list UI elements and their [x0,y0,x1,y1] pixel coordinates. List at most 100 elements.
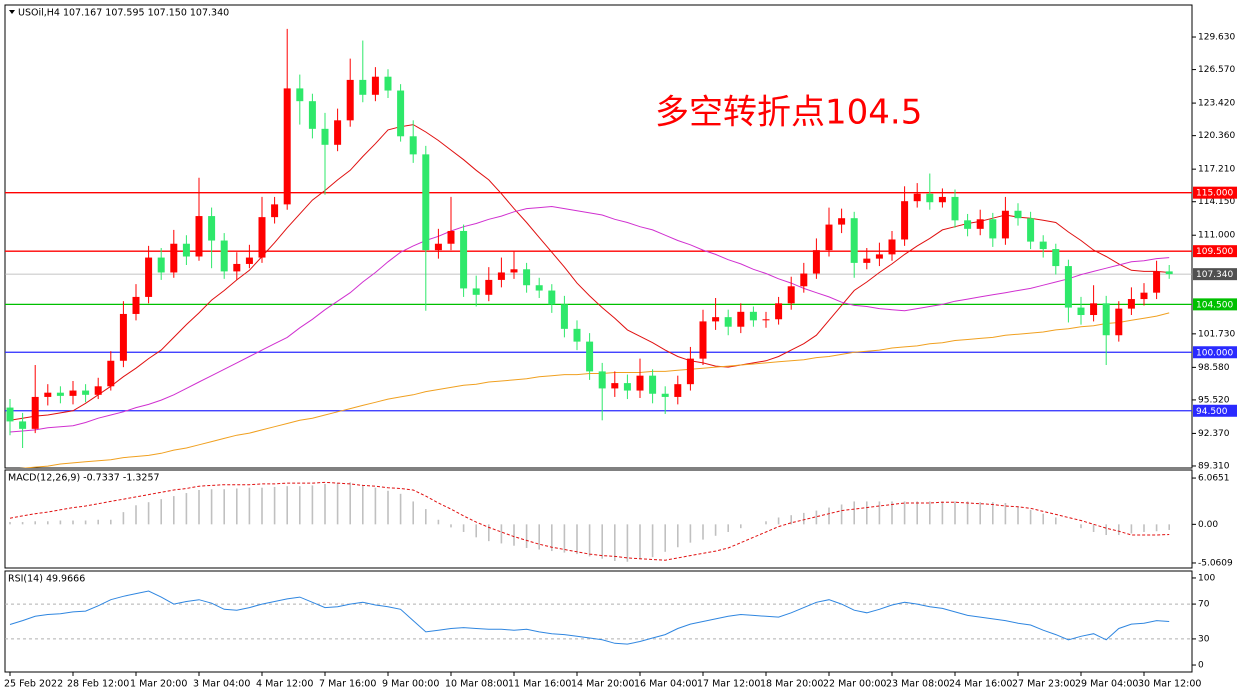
candle-body [271,204,279,218]
candle-body [107,360,115,387]
candle-body [888,239,896,255]
candle-body [371,76,379,95]
candle-body [296,88,304,102]
candle-body [787,286,795,304]
y-tick-label: 95.520 [1198,395,1230,405]
level-label-box [1193,186,1237,199]
candle-body [901,201,909,240]
candle-body [82,390,90,395]
panel-title: USOil,H4 107.167 107.595 107.150 107.340 [18,8,229,19]
y-tick-label: 0.00 [1198,520,1218,530]
x-tick-label: 9 Mar 00:00 [382,679,439,690]
candle-body [674,384,682,397]
candle-body [686,358,694,385]
candle-body [913,193,921,202]
candle-body [951,196,959,221]
candle-body [447,230,455,244]
candle-body [636,375,644,391]
candle-body [976,219,984,229]
candle-body [245,257,253,264]
y-tick-label: 0 [1198,661,1204,671]
main-panel [4,4,1193,469]
candle-body [535,285,543,291]
candle-body [56,392,64,396]
main-plot [5,28,1192,468]
candle-body [472,288,480,295]
candle-body [1153,271,1161,293]
candle-body [220,240,228,272]
candle-body [812,250,820,274]
candle-body [1090,303,1098,316]
x-tick-label: 23 Mar 08:00 [886,679,949,690]
x-tick-label: 1 Mar 20:00 [130,679,187,690]
candle-body [1102,303,1110,336]
candle-body [334,120,342,145]
candle-body [573,328,581,342]
axes: 129.630 126.570 123.420 120.360 117.210 114.1… [4,33,1237,690]
candle-body [94,386,102,395]
last-price-box [1193,268,1237,281]
y-tick-label: 120.360 [1198,131,1235,141]
x-tick-label: 3 Mar 04:00 [193,679,250,690]
level-label-box [1193,298,1237,311]
candle-body [598,371,606,389]
candle-body [157,257,165,273]
candle-body [875,254,883,259]
level-label: 100.000 [1196,348,1233,358]
candle-body [258,217,266,258]
y-tick-label: 92.370 [1198,429,1230,439]
x-tick-label: 27 Mar 23:00 [1012,679,1075,690]
y-tick-label: 117.210 [1198,165,1235,175]
candle-body [19,421,27,429]
candle-body [510,269,518,273]
y-tick-label: 123.420 [1198,99,1235,109]
candle-body [485,279,493,295]
y-tick-label: 101.730 [1198,329,1235,339]
rsi-plot [5,590,1192,645]
candle-body [119,313,127,361]
x-tick-label: 16 Mar 04:00 [634,679,697,690]
x-tick-label: 25 Feb 2022 [4,679,63,690]
y-tick-label: 98.580 [1198,363,1230,373]
candle-body [145,257,153,297]
x-tick-label: 29 Mar 04:00 [1075,679,1138,690]
rsi-panel [4,570,1193,673]
candle-body [69,390,77,396]
candle-body [233,263,241,272]
candle-body [346,79,354,121]
candle-body [611,383,619,389]
y-tick-label: 89.310 [1198,461,1230,471]
level-label-box [1193,245,1237,258]
candle-body [938,196,946,203]
candle-body [460,230,468,289]
candle-body [397,90,405,137]
candle-body [434,243,442,251]
y-tick-label: 111.000 [1198,231,1235,241]
y-tick-label: -5.0609 [1198,558,1233,568]
macd-plot [9,481,1170,562]
candle-body [1027,218,1035,242]
candle-body [661,393,669,397]
candle-body [523,269,531,286]
candle-body [359,79,367,95]
candle-body [800,273,808,287]
candle-body [586,341,594,372]
y-tick-label: 100 [1198,573,1215,583]
level-label: 109.500 [1196,247,1233,257]
x-tick-label: 4 Mar 12:00 [256,679,313,690]
candle-body [1039,241,1047,250]
candle-body [560,304,568,329]
level-label: 115.000 [1196,189,1233,199]
level-label: 104.500 [1196,300,1233,310]
candle-body [863,258,871,263]
menu-arrow [9,10,15,14]
candle-body [422,154,430,251]
last-price-label: 107.340 [1196,270,1233,280]
moving-average [9,124,1170,421]
candle-body [623,383,631,391]
candle-body [132,296,140,314]
candle-body [838,218,846,225]
candle-body [170,243,178,273]
